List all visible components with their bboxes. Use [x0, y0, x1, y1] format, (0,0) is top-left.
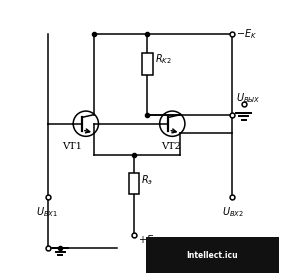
- Text: $U_{ВЫХ}$: $U_{ВЫХ}$: [236, 91, 260, 105]
- Bar: [129, 173, 140, 194]
- Text: Intellect.icu: Intellect.icu: [186, 250, 238, 259]
- Text: $R_{K2}$: $R_{K2}$: [155, 52, 172, 66]
- Bar: [146, 237, 279, 273]
- Bar: [142, 53, 153, 75]
- Text: $+E_{K}$: $+E_{K}$: [138, 233, 159, 247]
- Text: $- E_{K}$: $- E_{K}$: [236, 27, 257, 41]
- Text: $R_{э}$: $R_{э}$: [141, 173, 153, 187]
- Text: $U_{ВХ1}$: $U_{ВХ1}$: [36, 205, 58, 219]
- Text: $U_{ВХ2}$: $U_{ВХ2}$: [222, 205, 244, 219]
- Text: VT1: VT1: [62, 142, 82, 151]
- Text: VT2: VT2: [161, 142, 181, 151]
